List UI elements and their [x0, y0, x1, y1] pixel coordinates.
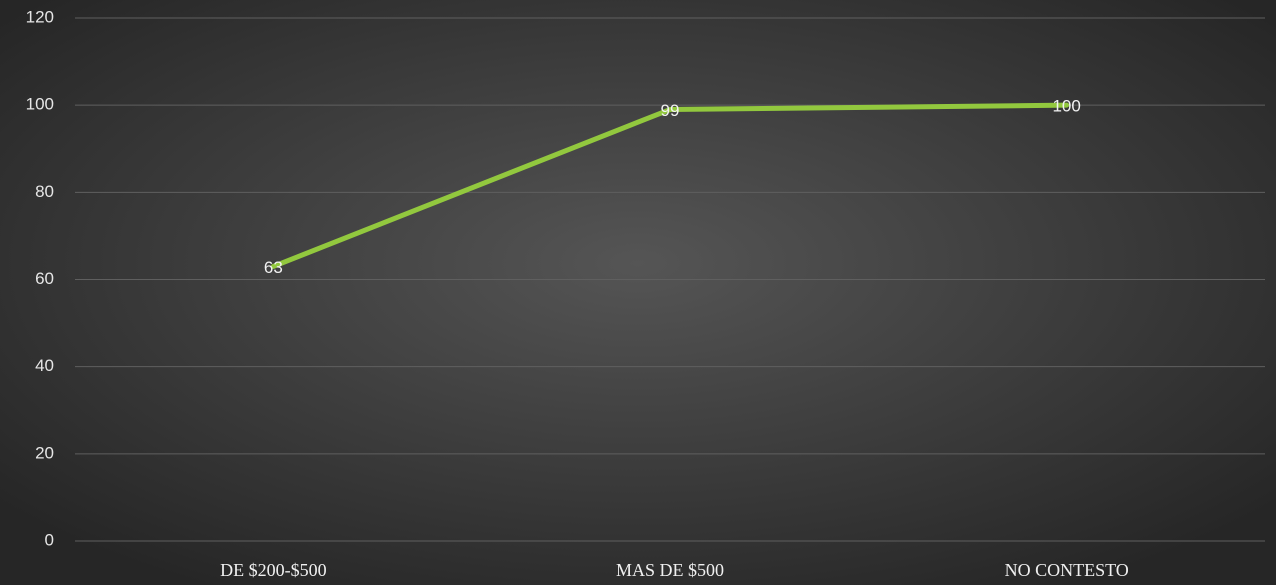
- y-tick-label: 40: [35, 356, 54, 375]
- y-tick-label: 80: [35, 182, 54, 201]
- data-label: 99: [661, 101, 680, 120]
- y-tick-label: 0: [45, 530, 54, 549]
- line: [270, 102, 1070, 269]
- y-tick-label: 60: [35, 269, 54, 288]
- data-label: 63: [264, 258, 283, 277]
- x-tick-label: NO CONTESTO: [1005, 560, 1129, 580]
- x-tick-label: MAS DE $500: [616, 560, 724, 580]
- y-tick-label: 120: [26, 7, 54, 26]
- y-tick-label: 20: [35, 443, 54, 462]
- x-tick-label: DE $200-$500: [220, 560, 327, 580]
- y-tick-label: 100: [26, 95, 54, 114]
- data-label: 100: [1052, 97, 1080, 116]
